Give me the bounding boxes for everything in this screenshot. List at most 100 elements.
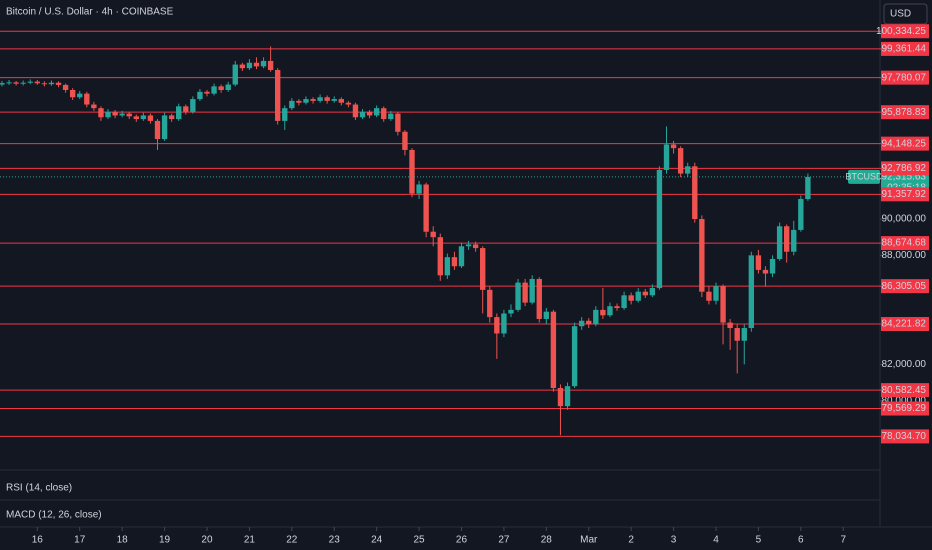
candle-body (600, 309, 606, 316)
candle-body (168, 115, 175, 120)
price-line-badge (881, 187, 929, 202)
x-tick-label: Mar (580, 535, 598, 546)
candle-body (0, 83, 5, 85)
candle-body (310, 99, 316, 101)
x-tick-label: 26 (456, 535, 468, 546)
currency-button[interactable] (883, 3, 928, 25)
candle-body (303, 99, 309, 103)
y-tick-label: 82,000.00 (882, 359, 927, 370)
y-tick-label: 90,000.00 (882, 214, 927, 225)
indicator-label: MACD (12, 26, close) (6, 510, 102, 521)
candle-body (656, 169, 663, 289)
candle-body (593, 309, 599, 325)
candle-body (536, 278, 542, 319)
candle-body (27, 81, 33, 83)
candle-body (501, 313, 507, 334)
price-line-label: 88,674.68 (882, 238, 927, 249)
candle-body (373, 108, 380, 116)
candle-body (663, 144, 670, 170)
candle-body (458, 246, 465, 267)
candle-body (543, 311, 550, 319)
candle-body (783, 226, 790, 252)
candle-body (41, 83, 48, 85)
candle-body (239, 64, 246, 69)
candle-body (133, 116, 139, 120)
candle-body (34, 81, 41, 84)
currency-label[interactable]: USD (890, 9, 911, 20)
candle-body (296, 100, 302, 103)
candle-body (677, 148, 684, 174)
chart-title: Bitcoin / U.S. Dollar · 4h · COINBASE (6, 7, 174, 18)
price-line-label: 94,148.25 (882, 138, 927, 149)
candle-body (381, 108, 387, 120)
x-tick-label: 17 (74, 535, 86, 546)
candle-body (741, 328, 747, 341)
x-tick-label: 4 (713, 535, 719, 546)
candle-body (112, 111, 118, 116)
candle-body (621, 295, 627, 309)
candle-body (204, 91, 210, 94)
candle-body (345, 102, 352, 105)
price-line-badge (881, 383, 929, 398)
candle-body (564, 386, 571, 407)
candle-body (791, 229, 797, 252)
candle-body (13, 82, 19, 84)
candle-body (727, 322, 733, 329)
price-line-label: 99,361.44 (882, 44, 927, 55)
price-line-label: 84,221.82 (882, 319, 927, 330)
candle-body (692, 166, 698, 220)
candle-body (359, 111, 366, 118)
candle-body (232, 64, 238, 85)
price-line-badge (881, 24, 929, 39)
candle-body (140, 115, 147, 120)
y-tick-label: 80,000.00 (882, 395, 927, 406)
candle-body (98, 108, 104, 118)
candle-body (515, 282, 521, 310)
candle-body (720, 286, 726, 323)
candle-body (211, 86, 217, 94)
x-tick-label: 16 (32, 535, 44, 546)
candle-body (529, 278, 535, 303)
candle-body (550, 311, 557, 388)
price-line-badge (881, 236, 929, 251)
candle-body (260, 60, 267, 67)
candle-body (734, 328, 740, 341)
candle-body (423, 184, 429, 232)
price-line-label: 95,878.83 (882, 107, 927, 118)
x-tick-label: 19 (159, 535, 171, 546)
candle-body (586, 320, 592, 325)
candle-body (748, 255, 755, 329)
candle-body (352, 104, 359, 118)
candle-body (154, 120, 161, 140)
price-line-label: 97,780.07 (882, 72, 927, 83)
x-tick-label: 24 (371, 535, 383, 546)
candle-body (451, 257, 458, 267)
candle-body (437, 237, 443, 276)
candle-body (571, 326, 578, 387)
x-tick-label: 20 (201, 535, 213, 546)
candle-body (762, 269, 769, 274)
y-tick-label: 88,000.00 (882, 250, 927, 261)
symbol-label: BTCUSD (845, 171, 883, 181)
candle-body (614, 306, 620, 309)
price-line-badge (881, 279, 929, 294)
candle-body (225, 84, 231, 90)
candle-body (798, 199, 804, 230)
candle-body (685, 166, 691, 174)
candle-body (465, 244, 472, 247)
price-axis: 80,000.00 82,000.00 88,000.00 90,000.00 (880, 214, 927, 406)
candle-body (275, 70, 281, 121)
price-line-label: 92,786.92 (882, 163, 927, 174)
x-tick-label: 18 (117, 535, 129, 546)
candle-body (267, 60, 274, 71)
indicator-label: RSI (14, close) (6, 483, 72, 494)
candle-body (183, 106, 189, 112)
candle-body (430, 231, 436, 238)
candle-body (480, 248, 486, 290)
candle-body (706, 291, 712, 301)
candle-body (699, 219, 705, 292)
x-tick-label: 3 (671, 535, 677, 546)
candle-body (578, 320, 585, 327)
candle-body (62, 84, 69, 90)
